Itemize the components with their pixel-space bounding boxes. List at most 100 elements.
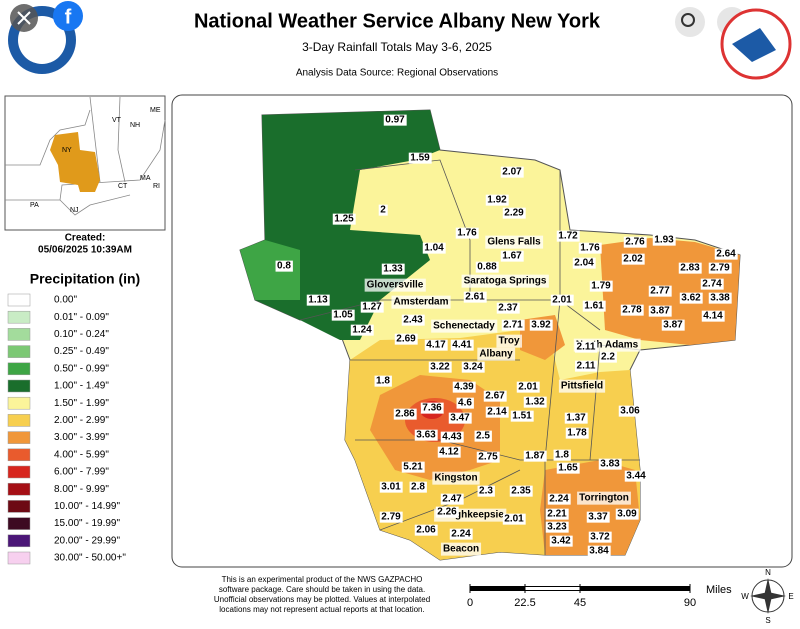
city-label: Troy	[498, 336, 520, 347]
rainfall-value: 1.59	[410, 153, 430, 164]
rainfall-value-bg	[714, 248, 738, 260]
rainfall-value-bg	[379, 481, 403, 493]
legend-label: 10.00" - 14.99"	[54, 501, 120, 512]
rainfall-value: 3.72	[590, 532, 610, 543]
rainfall-value-bg	[648, 305, 672, 317]
nws-logo-mark	[732, 28, 776, 62]
rainfall-value-bg	[623, 236, 647, 248]
disclaimer-line: Unofficial observations may be plotted. …	[214, 595, 430, 604]
rainfall-value-bg	[408, 152, 432, 164]
rainfall-value-bg	[575, 360, 598, 372]
legend-label: 0.01" - 0.09"	[54, 312, 109, 323]
city-label-bg	[461, 274, 549, 288]
rainfall-value: 1.33	[383, 264, 403, 275]
legend-label: 0.25" - 0.49"	[54, 346, 109, 357]
subtitle: 3-Day Rainfall Totals May 3-6, 2025	[302, 40, 492, 54]
rainfall-value: 1.24	[352, 325, 372, 336]
rainfall-value: 2.24	[549, 494, 569, 505]
rainfall-value-bg	[661, 319, 685, 331]
rainfall-value: 2.86	[395, 409, 415, 420]
compass-letter: S	[765, 616, 770, 625]
rainfall-value: 2.11	[577, 361, 596, 372]
rainfall-value: 2.5	[476, 431, 490, 442]
rainfall-value: 2.07	[502, 167, 522, 178]
compass-letter: N	[765, 568, 771, 577]
rainfall-value: 2	[380, 205, 386, 216]
city-label-bg	[432, 471, 480, 485]
rainfall-value-bg	[437, 446, 461, 458]
rainfall-value-bg	[440, 493, 464, 505]
rainfall-value: 1.65	[558, 463, 578, 474]
rainfall-value: 4.41	[452, 340, 472, 351]
rainfall-value: 2.69	[396, 334, 416, 345]
rainfall-value-bg	[401, 314, 425, 326]
rainfall-value-bg	[378, 204, 388, 216]
rainfall-value: 3.87	[650, 306, 670, 317]
rainfall-value-bg	[589, 280, 613, 292]
rainfall-value: 1.51	[512, 411, 532, 422]
rainfall-value: 3.38	[710, 293, 730, 304]
rainfall-value-bg	[549, 535, 573, 547]
rainfall-value-bg	[618, 405, 642, 417]
rainfall-value: 1.13	[308, 295, 328, 306]
inset-label: NH	[130, 122, 140, 129]
rainfall-value-bg	[452, 381, 476, 393]
rainfall-value: 2.04	[574, 258, 594, 269]
rainfall-value: 2.01	[504, 514, 524, 525]
created-date: 05/06/2025 10:39AM	[38, 245, 132, 256]
rainfall-value: 1.67	[502, 251, 522, 262]
rainfall-value-bg	[455, 227, 479, 239]
legend-swatch	[7, 448, 31, 462]
legend-label: 0.10" - 0.24"	[54, 329, 109, 340]
rainfall-value-bg	[477, 485, 495, 497]
rainfall-value-bg	[440, 431, 464, 443]
rainfall-value: 3.47	[450, 413, 470, 424]
rainfall-value-bg	[587, 545, 611, 557]
rainfall-value-bg	[383, 114, 407, 126]
rainfall-value: 0.88	[477, 262, 497, 273]
city-label: North Adams	[576, 340, 639, 351]
legend-swatch	[7, 534, 31, 548]
rainfall-value-bg	[708, 262, 732, 274]
rainfall-value: 3.44	[626, 471, 646, 482]
rainfall-value-bg	[516, 381, 540, 393]
compass-letter: W	[741, 592, 749, 601]
rainfall-value: 2.11	[577, 342, 596, 353]
source: Analysis Data Source: Regional Observati…	[296, 68, 498, 79]
rainfall-value: 3.09	[617, 509, 637, 520]
rainfall-value-bg	[599, 351, 617, 363]
rainfall-value: 1.32	[525, 397, 545, 408]
inset-label: VT	[112, 117, 122, 124]
legend-swatch	[7, 328, 31, 341]
rainfall-value: 2.61	[465, 292, 485, 303]
disclaimer-line: This is an experimental product of the N…	[222, 575, 423, 584]
facebook-button[interactable]	[53, 1, 83, 31]
rainfall-value: 2.78	[622, 305, 642, 316]
rainfall-value: 1.93	[654, 235, 674, 246]
rainfall-value-bg	[424, 339, 448, 351]
rainfall-value: 1.92	[487, 195, 507, 206]
rainfall-value-bg	[275, 260, 293, 272]
rainfall-value-bg	[620, 304, 644, 316]
legend-swatch	[7, 482, 31, 496]
city-label-bg	[391, 295, 451, 309]
rainfall-value: 2.01	[518, 382, 538, 393]
city-label: Kingston	[434, 473, 477, 484]
rainfall-value-bg	[578, 242, 602, 254]
rainfall-value: 2.71	[503, 320, 523, 331]
rainfall-value: 2.3	[479, 486, 493, 497]
rainfall-value: 1.25	[334, 214, 354, 225]
inset-label: NJ	[70, 207, 79, 214]
city-label-bg	[558, 379, 606, 393]
rainfall-value: 3.62	[681, 293, 701, 304]
rainfall-value-bg	[564, 412, 588, 424]
city-label: Torrington	[579, 493, 629, 504]
rainfall-value-bg	[476, 451, 500, 463]
legend-label: 6.00" - 7.99"	[54, 467, 109, 478]
zoom-in-button[interactable]	[675, 7, 705, 37]
rainfall-value: 2.43	[403, 315, 423, 326]
rainfall-value: 1.79	[591, 281, 611, 292]
rainfall-value: 3.42	[551, 536, 571, 547]
rainfall-value: 2.79	[381, 512, 401, 523]
